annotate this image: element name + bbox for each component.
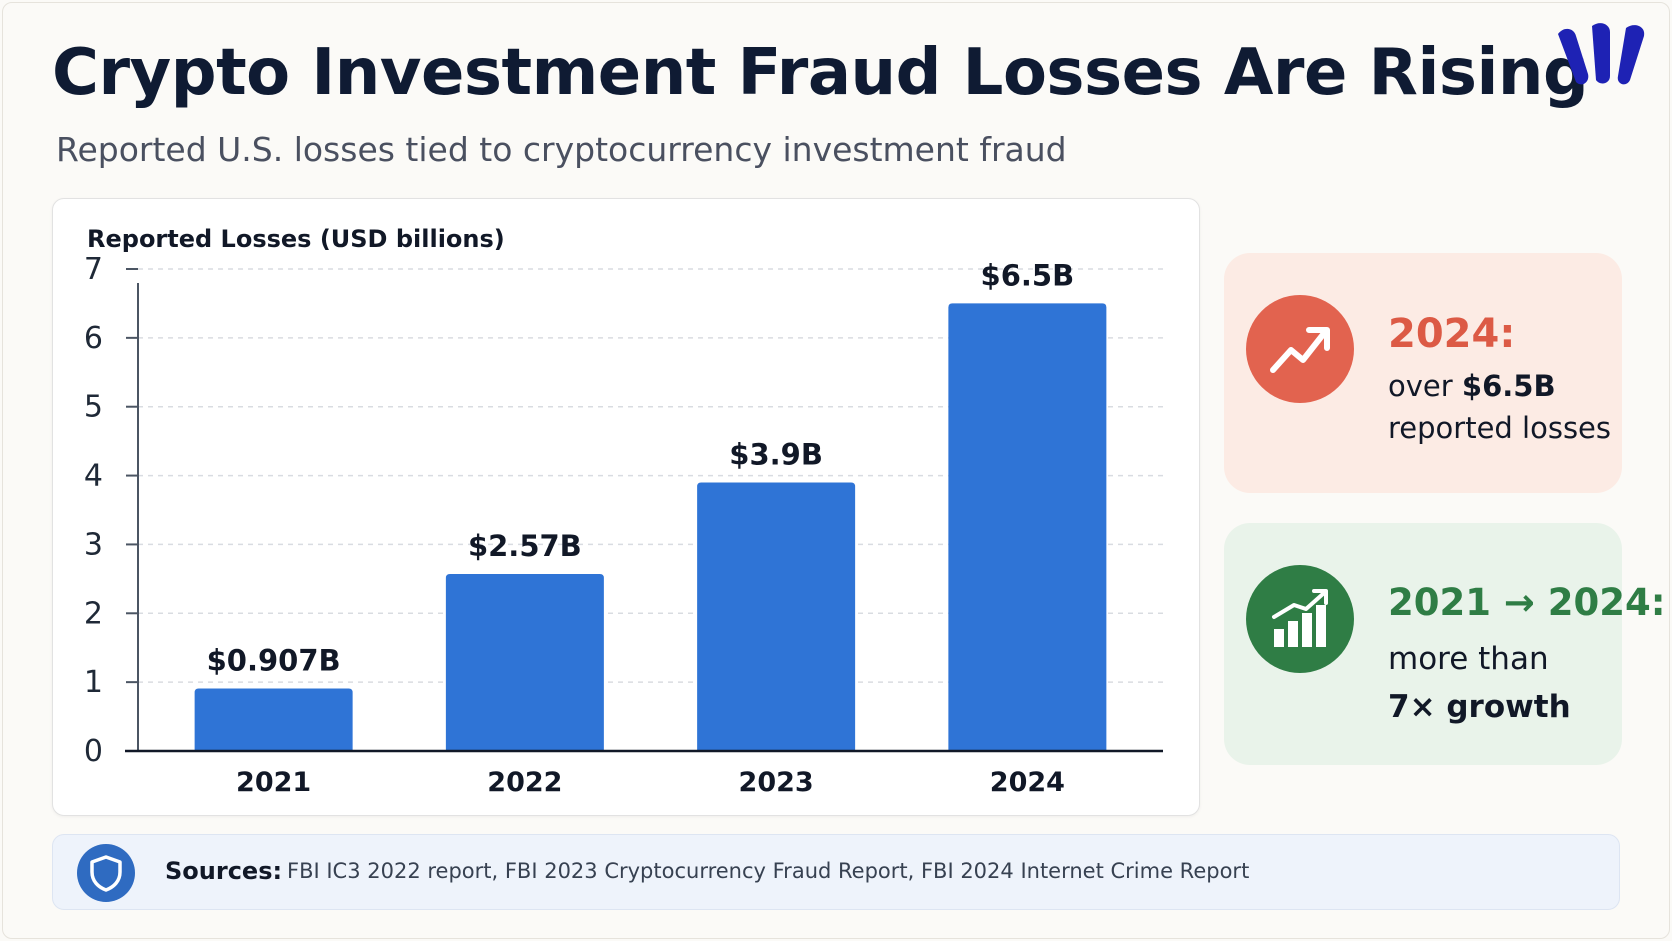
stat-body: more than 7× growth	[1388, 635, 1571, 731]
brand-logo-icon	[1558, 23, 1645, 85]
stat-body: over $6.5B reported losses	[1388, 365, 1611, 449]
stat-card-growth: 2021 → 2024: more than 7× growth	[1224, 523, 1666, 765]
stat-growth: 7× growth	[1388, 689, 1571, 725]
bar-chart: Reported Losses (USD billions) 01234567 …	[84, 225, 1163, 798]
x-tick-label-2022: 2022	[487, 767, 562, 798]
stat-amount: $6.5B	[1461, 369, 1556, 403]
stat-card-2024: 2024: over $6.5B reported losses	[1224, 253, 1622, 493]
page-subtitle: Reported U.S. losses tied to cryptocurre…	[56, 130, 1067, 169]
x-tick-label-2021: 2021	[236, 767, 311, 798]
sources-bar: Sources: FBI IC3 2022 report, FBI 2023 C…	[52, 834, 1620, 910]
y-tick-label: 3	[84, 527, 103, 562]
shield-icon	[77, 844, 135, 902]
bars	[194, 303, 1107, 751]
trend-up-icon	[1246, 295, 1354, 403]
data-label-2022: $2.57B	[468, 529, 582, 563]
y-tick-label: 1	[84, 665, 103, 700]
data-label-2021: $0.907B	[207, 644, 341, 678]
page-title: Crypto Investment Fraud Losses Are Risin…	[52, 36, 1589, 110]
stat-heading: 2024:	[1388, 311, 1516, 357]
bar-2023	[697, 482, 856, 751]
y-tick-label: 7	[84, 252, 103, 287]
data-label-2023: $3.9B	[729, 437, 823, 471]
bar-2021	[194, 688, 353, 751]
data-label-2024: $6.5B	[981, 258, 1075, 292]
y-tick-label: 2	[84, 596, 103, 631]
bar-2024	[948, 303, 1107, 751]
data-labels: $0.907B $2.57B $3.9B $6.5B	[207, 258, 1075, 677]
stat-line: more than	[1388, 641, 1549, 677]
stat-line-prefix: over	[1388, 369, 1462, 403]
x-tick-labels: 2021 2022 2023 2024	[236, 767, 1065, 798]
stat-line: reported losses	[1388, 411, 1612, 445]
bar-growth-icon	[1246, 565, 1354, 673]
y-tick-label: 6	[84, 321, 103, 356]
y-tick-label: 0	[84, 734, 103, 769]
sources-label: Sources:	[165, 857, 283, 885]
stat-heading: 2021 → 2024:	[1388, 581, 1666, 624]
y-axis-title: Reported Losses (USD billions)	[87, 225, 505, 253]
y-tick-labels: 0 1 2 3 4 5 6 7	[84, 252, 138, 769]
y-tick-label: 5	[84, 390, 103, 425]
sources-text: FBI IC3 2022 report, FBI 2023 Cryptocurr…	[287, 859, 1250, 883]
x-tick-label-2024: 2024	[990, 767, 1065, 798]
x-tick-label-2023: 2023	[739, 767, 814, 798]
bar-2022	[445, 574, 604, 751]
y-tick-label: 4	[84, 459, 103, 494]
